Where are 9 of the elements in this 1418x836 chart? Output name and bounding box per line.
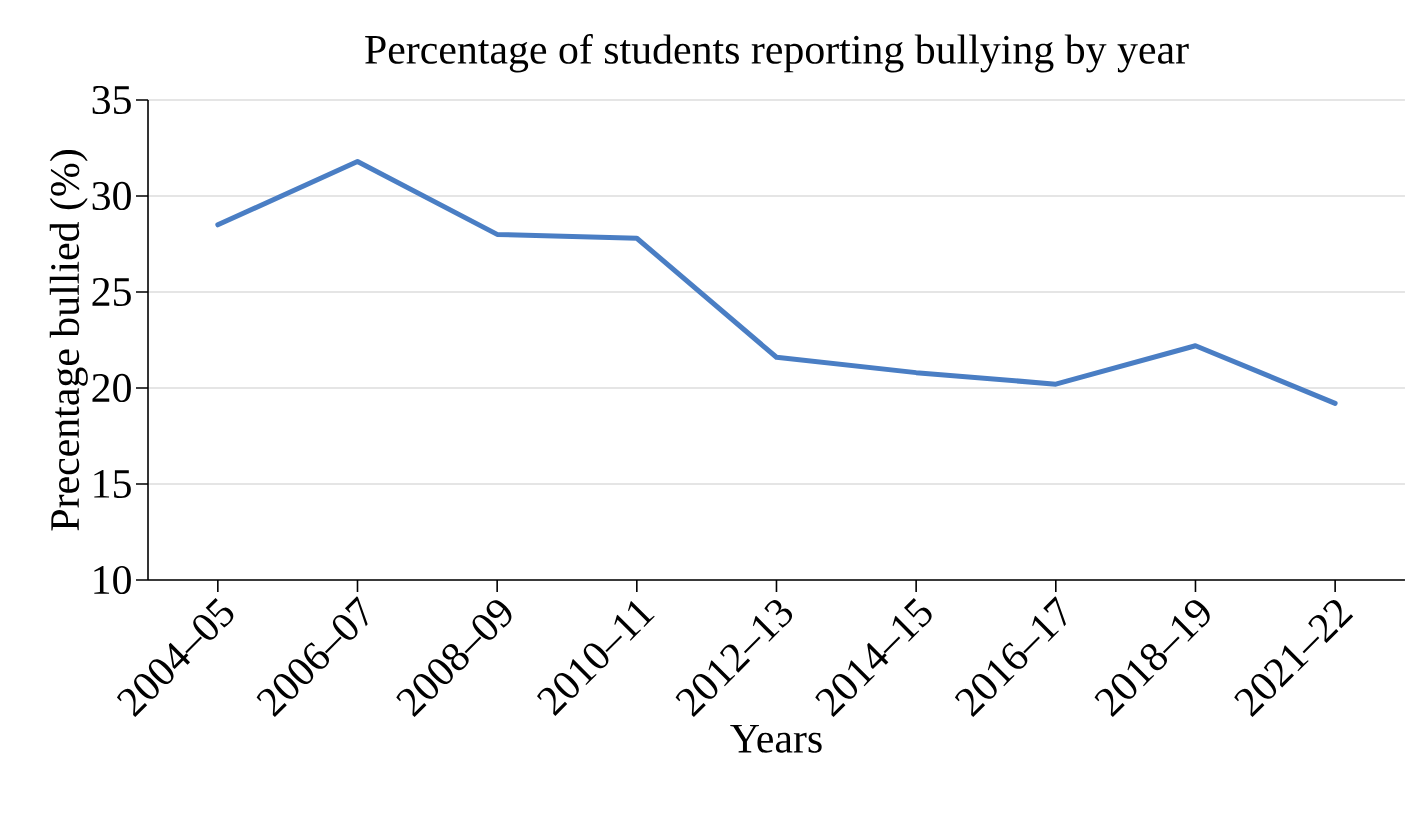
chart-title: Percentage of students reporting bullying by year bbox=[365, 33, 1189, 73]
y-tick-label: 30 bbox=[92, 181, 131, 211]
y-tick-label: 10 bbox=[94, 565, 131, 595]
y-tick-label: 20 bbox=[92, 373, 131, 403]
y-tick-label: 15 bbox=[94, 469, 131, 499]
x-axis-title: Years bbox=[730, 724, 822, 753]
y-tick-label: 25 bbox=[92, 277, 131, 307]
y-axis-title: Precentage bullied (%) bbox=[49, 150, 88, 531]
y-tick-label: 35 bbox=[92, 85, 131, 115]
